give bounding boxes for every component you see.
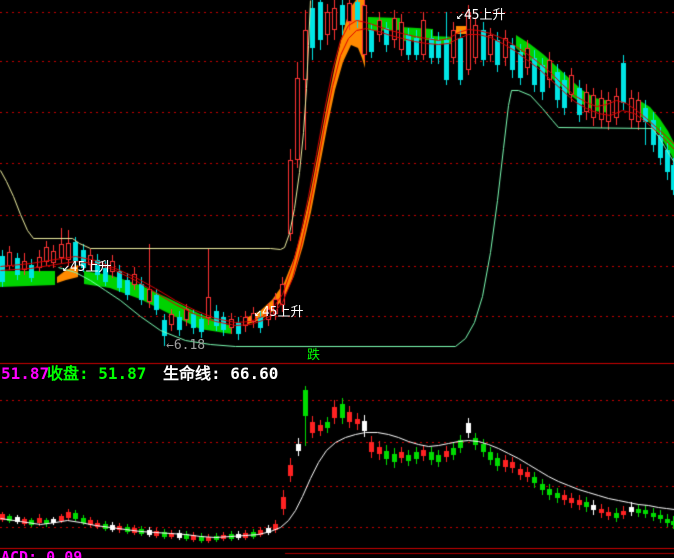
annotation-rise-mid: ↙45上升 [254, 305, 304, 320]
annotation-rise-left: ↙45上升 [62, 260, 112, 275]
indicator-value-magenta: 51.87 [1, 364, 50, 383]
indicator-close-label: 收盘: 51.87 [47, 364, 147, 383]
indicator-lifeline-label: 生命线: 66.60 [163, 364, 279, 383]
annotation-fall-tag: 跌 [307, 348, 321, 363]
annotation-rise-right: ↙45上升 [456, 8, 506, 23]
annotation-low-6.18: ←6.18 [166, 338, 206, 353]
macd-value-label: ACD: 0.09 [1, 548, 83, 558]
